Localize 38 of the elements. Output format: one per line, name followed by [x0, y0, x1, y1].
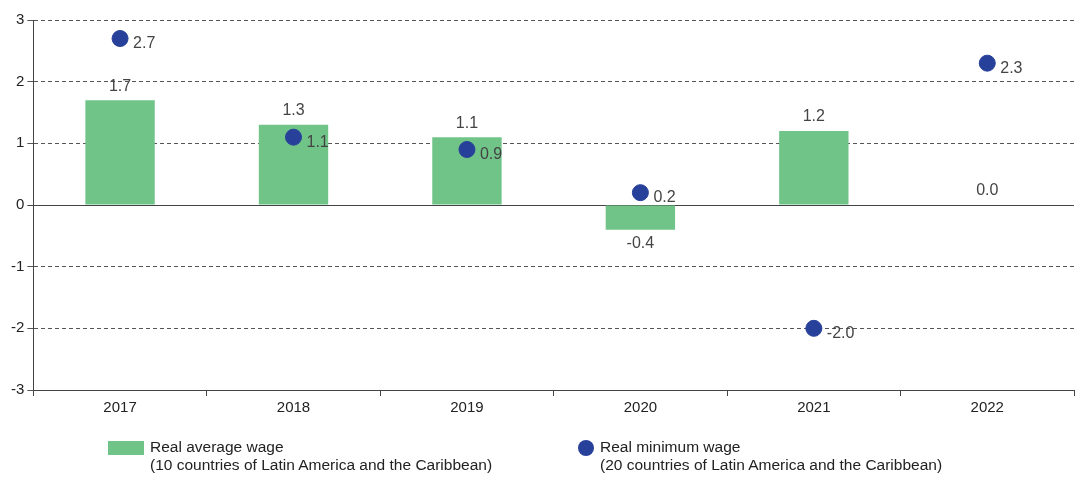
point — [978, 54, 996, 72]
y-tick-label: -3 — [10, 380, 25, 398]
data-label: 1.2 — [802, 107, 826, 125]
bar — [605, 205, 676, 230]
y-tick-label: -2 — [10, 318, 25, 336]
point — [631, 184, 649, 202]
x-tick-label: 2019 — [450, 398, 484, 416]
bar — [85, 100, 155, 205]
data-label: 1.7 — [108, 76, 132, 94]
x-tick-label: 2018 — [276, 398, 311, 416]
bar — [432, 137, 502, 205]
x-tick-label: 2021 — [797, 398, 831, 416]
y-tick-label: 1 — [15, 133, 25, 151]
data-label: 1.1 — [306, 132, 329, 150]
x-tick-label: 2020 — [623, 398, 658, 416]
bar — [258, 124, 329, 205]
data-label: 2.7 — [133, 33, 156, 51]
y-tick-label: -1 — [10, 256, 25, 274]
x-tick-label: 2017 — [103, 398, 137, 416]
point — [805, 319, 823, 337]
data-label: 0.2 — [653, 188, 676, 206]
y-tick-label: 2 — [15, 71, 25, 89]
data-label: 1.3 — [282, 101, 305, 119]
x-tick-label: 2022 — [970, 398, 1004, 416]
data-label: -0.4 — [626, 234, 655, 252]
data-label: 2.3 — [1000, 58, 1023, 76]
legend-label: Real average wage (10 countries of Latin America and the Caribbean) — [150, 438, 493, 474]
data-label: -2.0 — [826, 323, 855, 341]
data-label: 0.9 — [479, 144, 503, 162]
y-tick-label: 0 — [15, 195, 25, 213]
point — [458, 141, 476, 158]
data-label: 0.0 — [976, 181, 999, 199]
y-tick-label: 3 — [15, 10, 25, 28]
point — [111, 30, 129, 47]
legend-label: Real minimum wage (20 countries of Latin America and the Caribbean) — [600, 438, 943, 474]
point — [285, 128, 302, 146]
data-label: 1.1 — [455, 113, 479, 131]
bar — [779, 131, 849, 205]
